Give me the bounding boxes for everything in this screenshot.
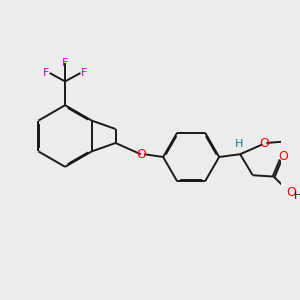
Text: H: H bbox=[235, 140, 243, 149]
Text: H: H bbox=[294, 191, 300, 201]
Text: O: O bbox=[259, 136, 269, 149]
Text: F: F bbox=[43, 68, 50, 78]
Text: O: O bbox=[279, 150, 289, 163]
Text: F: F bbox=[62, 58, 68, 68]
Text: O: O bbox=[286, 186, 296, 199]
Text: O: O bbox=[136, 148, 146, 161]
Text: F: F bbox=[81, 68, 87, 78]
